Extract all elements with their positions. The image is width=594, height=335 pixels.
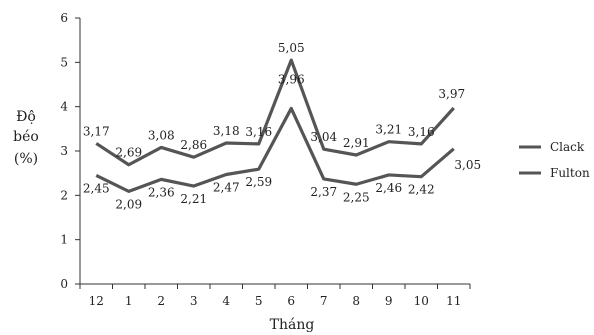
y-tick-label: 4 — [60, 100, 68, 114]
data-label-fulton: 2,46 — [375, 181, 402, 195]
legend-label-fulton: Fulton — [550, 166, 590, 180]
series-line-fulton — [95, 106, 455, 193]
data-label-fulton: 2,47 — [213, 180, 240, 194]
data-label-clack: 3,21 — [375, 123, 402, 137]
data-label-clack: 3,16 — [245, 125, 272, 139]
data-label-fulton: 2,25 — [343, 190, 370, 204]
data-label-clack: 3,17 — [83, 124, 110, 138]
y-axis-title-line-1: Độ — [16, 109, 36, 125]
x-tick-label: 6 — [287, 294, 295, 308]
x-tick-label: 3 — [190, 294, 198, 308]
x-tick-label: 1 — [125, 294, 133, 308]
data-label-fulton: 2,21 — [180, 192, 207, 206]
x-tick-label: 2 — [157, 294, 165, 308]
series-lines — [95, 58, 455, 193]
x-tick-label: 5 — [255, 294, 263, 308]
legend: Clack Fulton — [519, 140, 590, 180]
x-tick-label: 7 — [320, 294, 328, 308]
legend-label-clack: Clack — [550, 140, 585, 154]
data-label-fulton: 2,09 — [115, 197, 142, 211]
y-axis-title-line-2: béo — [13, 129, 39, 145]
data-label-fulton: 3,05 — [454, 158, 481, 172]
x-tick-label: 10 — [414, 294, 429, 308]
data-label-clack: 2,91 — [343, 136, 370, 150]
data-labels: 3,17 2,69 3,08 2,86 3,18 3,16 5,05 3,04 2,91 3,21… — [83, 41, 481, 211]
x-tick-label: 11 — [446, 294, 461, 308]
data-label-fulton: 2,36 — [148, 185, 175, 199]
data-label-clack: 2,86 — [180, 138, 207, 152]
y-tick-label: 5 — [60, 55, 68, 69]
data-label-clack: 3,18 — [213, 124, 240, 138]
x-tick-label: 12 — [89, 294, 104, 308]
data-label-fulton: 2,37 — [310, 185, 337, 199]
data-label-clack: 3,16 — [408, 125, 435, 139]
y-tick-label: 3 — [60, 144, 68, 158]
data-label-clack: 3,08 — [148, 128, 175, 142]
x-axis-title: Tháng — [270, 317, 315, 333]
data-label-fulton: 2,42 — [408, 183, 435, 197]
y-axis-title-line-3: (%) — [14, 151, 38, 167]
y-axis: 0 1 2 3 4 5 6 — [60, 11, 81, 291]
x-tick-label: 4 — [222, 294, 230, 308]
series-line-clack — [95, 58, 455, 167]
y-tick-label: 6 — [60, 11, 68, 25]
y-tick-label: 2 — [60, 188, 68, 202]
x-tick-label: 8 — [352, 294, 360, 308]
data-label-clack: 3,04 — [310, 130, 337, 144]
data-label-clack: 2,69 — [115, 146, 142, 160]
x-tick-label: 9 — [385, 294, 393, 308]
y-tick-label: 0 — [60, 277, 68, 291]
data-label-fulton: 2,59 — [245, 175, 272, 189]
x-axis: 12 1 2 3 4 5 6 7 8 9 10 11 — [79, 283, 471, 308]
y-tick-label: 1 — [60, 233, 68, 247]
data-label-clack: 5,05 — [278, 41, 305, 55]
data-label-fulton: 3,96 — [278, 72, 305, 86]
data-label-clack: 3,97 — [438, 87, 465, 101]
data-label-fulton: 2,45 — [83, 181, 110, 195]
